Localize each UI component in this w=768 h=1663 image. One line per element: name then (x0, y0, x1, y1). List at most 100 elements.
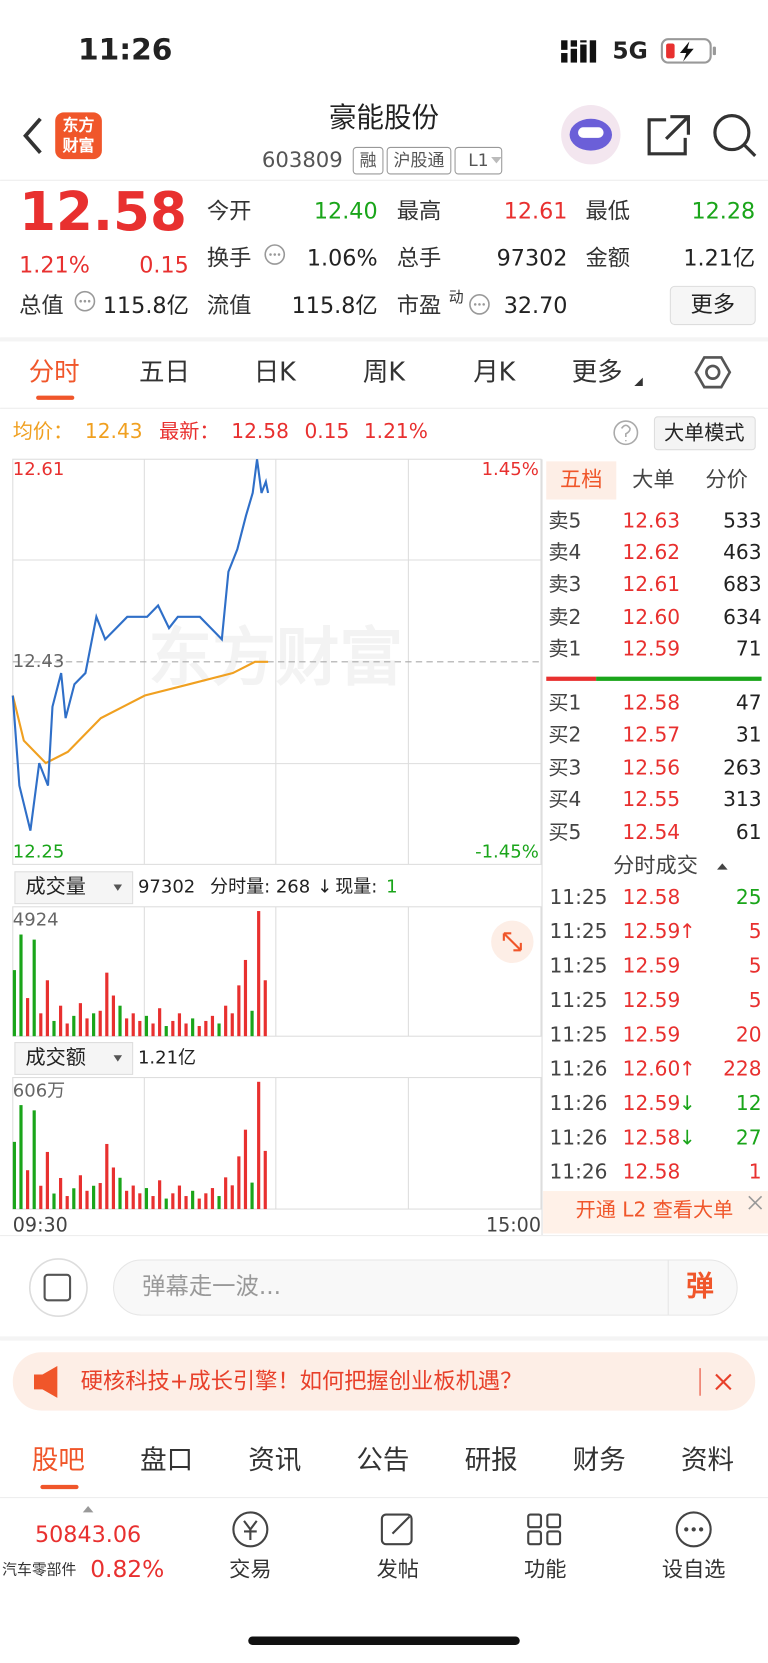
volume-bar (98, 1010, 102, 1037)
chart-tab[interactable]: 日K (254, 357, 297, 387)
book-label: 卖3 (548, 572, 581, 596)
book-tab[interactable]: 分价 (705, 467, 747, 492)
amount-bar (72, 1188, 76, 1210)
chart-tab[interactable]: 五日 (139, 357, 190, 387)
trade-price: 12.59 (623, 954, 681, 978)
section-tab[interactable]: 公告 (356, 1445, 409, 1476)
robot-avatar[interactable] (561, 104, 621, 165)
trade-time: 11:26 (549, 1091, 607, 1115)
danmaku-button[interactable]: 弹 (686, 1270, 714, 1303)
amount-label[interactable]: 成交额 (26, 1045, 86, 1069)
section-tab[interactable]: 研报 (465, 1445, 518, 1476)
trade-price: 12.59 (623, 1022, 681, 1046)
more-button[interactable] (669, 285, 756, 326)
amount-bar (78, 1175, 82, 1210)
chart-tab[interactable]: 周K (363, 357, 406, 387)
mode-button[interactable] (653, 416, 756, 451)
section-tab[interactable]: 资料 (681, 1445, 734, 1476)
danmaku-placeholder[interactable]: 弹幕走一波... (142, 1272, 281, 1300)
volume-bar (138, 1020, 142, 1037)
section-tab[interactable]: 股吧 (32, 1445, 85, 1476)
help-icon[interactable] (613, 420, 639, 446)
ad-text[interactable]: 硬核科技+成长引擎！如何把握创业板机遇？ (81, 1368, 523, 1394)
volume-bar (217, 1023, 221, 1037)
trade-price: 12.59 (623, 919, 681, 943)
status-time: 11:26 (78, 32, 173, 67)
settings-icon[interactable] (694, 356, 732, 389)
chart-tab[interactable]: 更多 (572, 357, 623, 387)
stock-tag: 沪股通 (394, 150, 445, 170)
nav-item[interactable]: 设自选 (662, 1558, 726, 1583)
share-icon[interactable] (647, 115, 690, 156)
nav-item[interactable]: 功能 (524, 1558, 566, 1583)
mode-label[interactable]: 大单模式 (664, 420, 745, 444)
close-icon[interactable] (748, 1195, 763, 1210)
amount-bar (257, 1081, 261, 1210)
dropdown-icon (113, 1055, 123, 1062)
book-volume: 463 (723, 540, 761, 564)
info-dot (269, 253, 272, 256)
tab-selected-bg (546, 461, 617, 500)
book-tab[interactable]: 大单 (632, 467, 674, 492)
section-tab[interactable]: 资讯 (248, 1445, 301, 1476)
trade-price: 12.60 (623, 1057, 681, 1081)
amount-bar (125, 1190, 129, 1210)
volume-bar (263, 980, 267, 1037)
book-volume: 71 (736, 637, 762, 661)
volume-label[interactable]: 成交量 (26, 874, 86, 898)
volume-detail: 1 (386, 877, 397, 898)
section-tab[interactable]: 盘口 (140, 1445, 193, 1476)
trade-price: 12.58 (623, 1125, 681, 1149)
battery-icon (660, 38, 716, 64)
back-button[interactable] (23, 117, 42, 154)
danmaku-setting[interactable] (28, 1258, 88, 1317)
volume-detail: 268 (276, 877, 310, 898)
volume-bar (12, 970, 16, 1037)
book-price: 12.55 (622, 787, 680, 811)
field-value: 115.8亿 (292, 293, 378, 319)
section-tab[interactable]: 财务 (573, 1445, 626, 1476)
more-label[interactable]: 更多 (691, 292, 736, 318)
trade-price: 12.59 (623, 988, 681, 1012)
volume-bar (158, 1008, 162, 1037)
trade-price: 12.59 (623, 1091, 681, 1115)
x-label: 15:00 (486, 1214, 541, 1237)
danmaku-input[interactable] (113, 1259, 738, 1316)
trades-title[interactable]: 分时成交 (613, 853, 698, 878)
amount-selector[interactable] (14, 1042, 134, 1075)
amount-bar (39, 1185, 43, 1210)
book-tab[interactable]: 五档 (560, 467, 602, 492)
nav-item[interactable]: 发帖 (377, 1558, 419, 1583)
sector-pct[interactable]: 0.82% (90, 1555, 164, 1583)
amount-total: 1.21亿 (138, 1047, 196, 1068)
index-value[interactable]: 50843.06 (35, 1522, 141, 1548)
nav-item[interactable]: 交易 (229, 1558, 271, 1583)
danmaku-icon (43, 1273, 72, 1302)
ad-banner[interactable] (12, 1352, 756, 1411)
volume-bar (85, 1018, 89, 1037)
volume-detail: ↓ (317, 877, 332, 898)
sector-name[interactable]: 汽车零部件 (2, 1562, 76, 1579)
close-icon[interactable] (715, 1373, 732, 1391)
chart-tab[interactable]: 月K (473, 357, 516, 387)
nav-icons (232, 1511, 712, 1548)
book-volume: 533 (723, 508, 761, 532)
volume-detail: 现量: (335, 877, 377, 898)
volume-selector[interactable] (14, 871, 134, 905)
signal-icon (561, 40, 597, 63)
trade-arrow: ↑ (679, 919, 696, 943)
dropdown-icon (113, 884, 123, 891)
volume-bar (257, 911, 261, 1037)
dropdown-icon[interactable] (491, 156, 502, 164)
volume-total: 97302 (138, 877, 195, 898)
trade-volume: 20 (736, 1022, 762, 1046)
field-label: 最低 (586, 199, 631, 225)
l2-banner[interactable] (543, 1191, 768, 1234)
search-icon[interactable] (713, 114, 757, 158)
price-line (11, 459, 270, 831)
l2-banner-text[interactable]: 开通 L2 查看大单 (576, 1198, 734, 1222)
book-volume: 683 (723, 572, 761, 596)
y-label: 12.43 (13, 651, 65, 672)
volume-bar (59, 1005, 63, 1037)
chart-tab[interactable]: 分时 (29, 357, 80, 387)
